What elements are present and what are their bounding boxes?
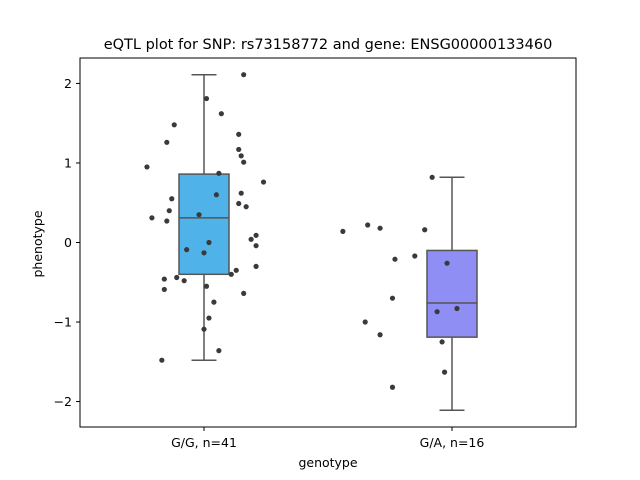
data-point <box>181 278 187 284</box>
data-point <box>392 256 398 262</box>
data-point <box>241 72 247 78</box>
x-tick-label: G/A, n=16 <box>420 435 485 450</box>
data-point <box>196 212 202 218</box>
data-point <box>203 283 210 289</box>
y-tick-label: −2 <box>54 394 72 409</box>
data-point <box>218 111 224 117</box>
data-point <box>238 153 244 159</box>
y-tick-label: −1 <box>54 315 72 330</box>
data-point <box>236 131 242 137</box>
y-tick-label: 1 <box>64 155 72 170</box>
box-iqr <box>178 173 230 276</box>
data-point <box>444 260 450 266</box>
data-point <box>454 305 460 312</box>
data-point <box>253 243 259 249</box>
data-point <box>362 319 368 325</box>
data-point <box>441 369 448 375</box>
data-point <box>174 274 180 281</box>
box-group-1 <box>426 176 478 412</box>
y-tick-label: 0 <box>64 235 72 250</box>
data-point <box>203 95 210 102</box>
data-point <box>201 326 207 332</box>
box-group-0 <box>178 73 230 361</box>
data-point <box>228 271 234 277</box>
data-point <box>164 218 170 224</box>
plot-marks <box>144 72 478 412</box>
x-axis: G/G, n=41 G/A, n=16 <box>171 427 484 450</box>
data-point <box>216 348 222 354</box>
data-point <box>253 232 259 238</box>
data-point <box>236 200 242 207</box>
data-point <box>206 315 212 321</box>
data-point <box>233 267 239 273</box>
data-point <box>241 159 247 165</box>
data-point <box>243 204 249 210</box>
data-point <box>389 384 396 390</box>
data-point <box>377 332 383 338</box>
data-point <box>260 179 267 185</box>
plot-frame <box>79 57 577 428</box>
data-point <box>213 192 219 198</box>
data-point <box>161 276 167 282</box>
data-point <box>161 286 167 293</box>
data-point <box>429 174 435 180</box>
data-point <box>377 225 383 231</box>
data-point <box>206 239 212 246</box>
points-group-1 <box>340 174 460 390</box>
data-point <box>389 295 396 301</box>
x-tick-label: G/G, n=41 <box>171 435 237 450</box>
data-point <box>241 290 247 296</box>
data-point <box>159 357 165 363</box>
y-axis: 2 1 0 −1 −2 <box>54 76 80 409</box>
y-axis-label: phenotype <box>30 210 45 277</box>
data-point <box>439 339 445 345</box>
data-point <box>238 190 244 196</box>
data-point <box>164 139 170 145</box>
data-point <box>422 227 428 233</box>
data-point <box>184 247 190 253</box>
data-point <box>216 170 222 176</box>
data-point <box>248 236 254 242</box>
x-axis-label: genotype <box>298 455 357 470</box>
data-point <box>169 196 175 202</box>
box-iqr <box>426 249 478 338</box>
data-point <box>144 164 150 170</box>
data-point <box>211 299 217 305</box>
chart-title: eQTL plot for SNP: rs73158772 and gene: … <box>104 37 553 53</box>
y-tick-label: 2 <box>64 76 72 91</box>
data-point <box>365 222 371 228</box>
data-point <box>201 250 207 256</box>
data-point <box>253 263 259 269</box>
data-point <box>340 228 346 234</box>
data-point <box>171 122 177 128</box>
data-point <box>166 208 172 214</box>
data-point <box>149 215 155 221</box>
data-point <box>412 253 418 259</box>
data-point <box>236 146 242 153</box>
points-group-0 <box>144 72 267 363</box>
data-point <box>434 309 440 315</box>
